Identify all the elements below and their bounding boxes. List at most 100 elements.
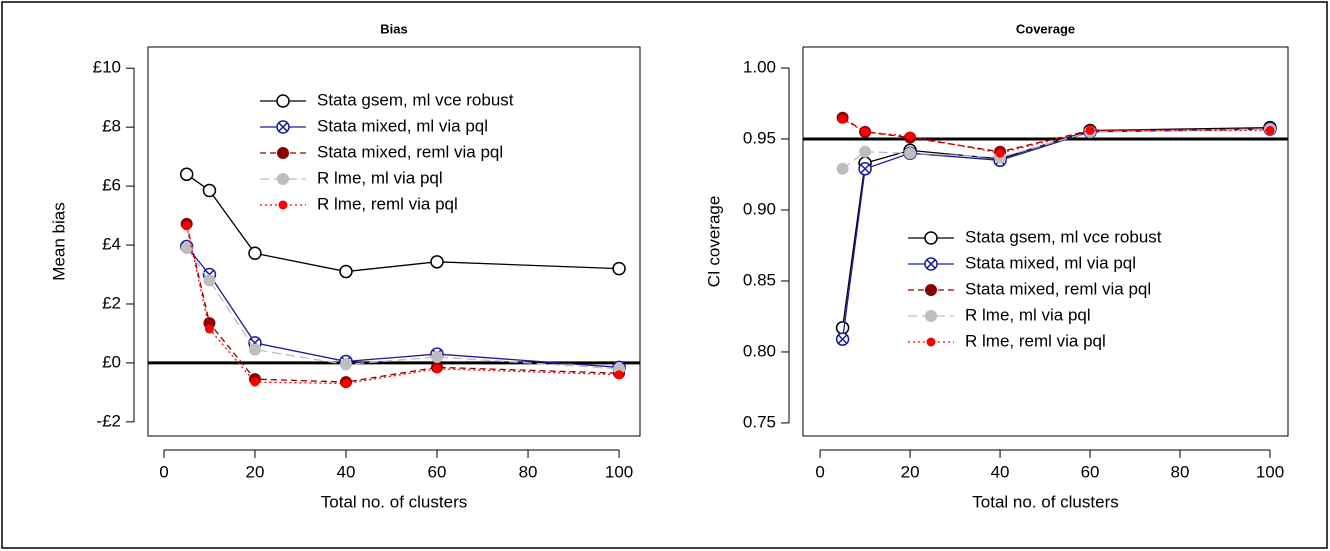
- marker-part: [182, 221, 192, 231]
- x-tick-label: 60: [1081, 462, 1100, 481]
- series-line: [186, 247, 620, 370]
- point: [835, 321, 850, 335]
- point: [339, 264, 353, 279]
- y-axis-label: CI coverage: [704, 196, 723, 288]
- legend-label: R lme, ml via pql: [317, 168, 443, 187]
- marker-part: [859, 145, 872, 158]
- point: [182, 221, 192, 231]
- point: [836, 162, 849, 175]
- x-tick-label: 20: [901, 462, 920, 481]
- legend-marker: [278, 200, 288, 210]
- marker-part: [837, 334, 848, 344]
- marker-part: [904, 147, 917, 160]
- point: [248, 343, 261, 356]
- marker-part: [179, 167, 194, 182]
- marker-part: [341, 379, 351, 389]
- y-tick-label: 0.95: [743, 128, 776, 147]
- marker-part: [250, 377, 260, 387]
- point: [838, 114, 848, 124]
- legend-label: Stata mixed, reml via pql: [965, 279, 1151, 298]
- y-axis-label: Mean bias: [49, 202, 68, 280]
- x-tick-label: 20: [245, 462, 264, 481]
- x-tick-label: 100: [1256, 462, 1284, 481]
- point: [431, 351, 444, 364]
- point: [858, 162, 872, 176]
- point: [835, 332, 850, 346]
- marker-part: [431, 351, 444, 364]
- legend-label: Stata mixed, reml via pql: [317, 142, 503, 161]
- legend-label: R lme, reml via pql: [317, 194, 458, 213]
- legend-marker: [925, 310, 937, 322]
- plot-box: [147, 46, 641, 437]
- marker-part: [925, 284, 937, 296]
- point: [1265, 125, 1275, 135]
- y-tick-label: 0.90: [743, 199, 776, 218]
- marker-part: [180, 241, 193, 254]
- y-tick-label: 0.85: [743, 270, 776, 289]
- marker-part: [1085, 125, 1095, 135]
- point: [904, 147, 917, 160]
- marker-part: [835, 321, 850, 335]
- legend-marker: [925, 284, 937, 296]
- point: [179, 167, 194, 182]
- plot-box: [802, 46, 1289, 437]
- point: [430, 255, 444, 269]
- marker-part: [278, 200, 288, 210]
- legend-marker: [276, 120, 290, 134]
- point: [250, 377, 260, 387]
- legend-marker: [277, 173, 289, 185]
- x-axis-label: Total no. of clusters: [972, 492, 1118, 511]
- chart-title: Coverage: [1016, 21, 1075, 36]
- x-tick-label: 80: [1171, 462, 1190, 481]
- x-axis-label: Total no. of clusters: [321, 492, 467, 511]
- marker-part: [926, 259, 936, 269]
- point: [341, 379, 351, 389]
- point: [905, 131, 915, 141]
- legend-marker: [277, 147, 289, 159]
- legend-label: Stata mixed, ml via pql: [965, 253, 1136, 272]
- y-tick-label: 0.75: [743, 412, 776, 431]
- legend-marker: [926, 337, 936, 347]
- marker-part: [339, 264, 353, 279]
- y-tick-label: £8: [102, 117, 121, 136]
- x-tick-label: 100: [605, 462, 633, 481]
- marker-part: [838, 114, 848, 124]
- x-tick-label: 40: [991, 462, 1010, 481]
- x-tick-label: 0: [815, 462, 824, 481]
- point: [203, 274, 216, 287]
- marker-part: [202, 183, 217, 198]
- marker-part: [248, 246, 262, 261]
- marker-part: [925, 310, 937, 322]
- y-tick-label: £4: [102, 235, 121, 254]
- x-tick-label: 40: [337, 462, 356, 481]
- point: [204, 324, 214, 334]
- y-tick-label: 1.00: [743, 57, 776, 76]
- marker-part: [248, 343, 261, 356]
- marker-part: [203, 274, 216, 287]
- legend-label: R lme, reml via pql: [965, 331, 1106, 350]
- marker-part: [905, 131, 915, 141]
- point: [612, 261, 626, 276]
- marker-part: [924, 231, 938, 245]
- x-tick-label: 0: [159, 462, 168, 481]
- y-tick-label: £6: [102, 176, 121, 195]
- x-tick-label: 60: [428, 462, 447, 481]
- legend-label: R lme, ml via pql: [965, 305, 1091, 324]
- point: [995, 148, 1005, 158]
- series-line: [842, 128, 1271, 170]
- marker-part: [432, 364, 442, 374]
- point: [202, 183, 217, 198]
- marker-part: [278, 122, 288, 132]
- marker-part: [277, 173, 289, 185]
- y-tick-label: -£2: [96, 411, 121, 430]
- y-tick-label: £2: [102, 293, 121, 312]
- legend-label: Stata gsem, ml vce robust: [317, 90, 514, 109]
- legend-label: Stata mixed, ml via pql: [317, 116, 488, 135]
- legend-marker: [924, 231, 938, 245]
- x-tick-label: 80: [519, 462, 538, 481]
- marker-part: [836, 162, 849, 175]
- marker-part: [995, 148, 1005, 158]
- marker-part: [339, 358, 352, 371]
